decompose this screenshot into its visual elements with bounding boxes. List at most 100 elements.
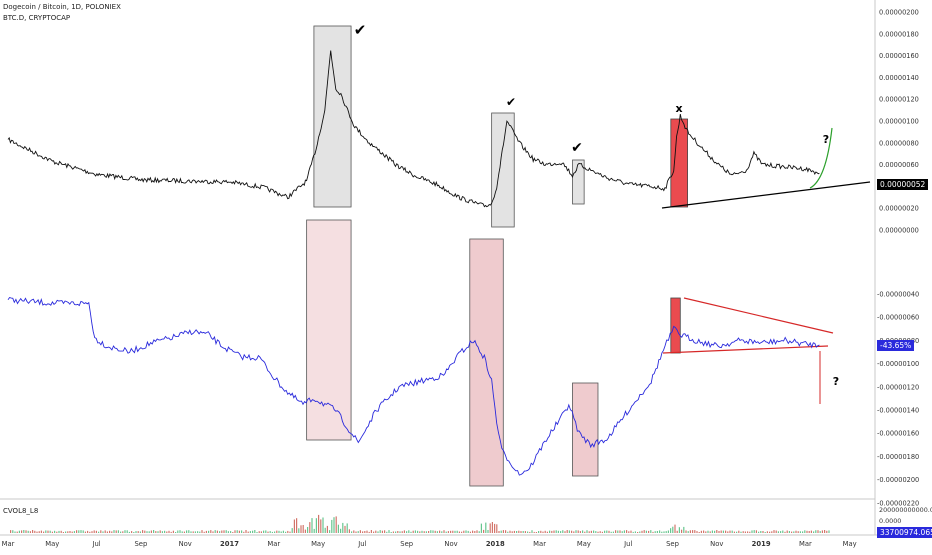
highlight-box-red — [670, 118, 688, 208]
volume-bar — [725, 530, 727, 533]
time-tick-label: May — [45, 540, 59, 548]
volume-bar — [817, 530, 819, 533]
volume-bar — [315, 518, 317, 533]
volume-bar — [502, 530, 504, 533]
volume-bar — [205, 530, 207, 533]
volume-bar — [593, 530, 595, 533]
volume-bar — [597, 531, 599, 533]
volume-bar — [436, 531, 438, 533]
volume-bar — [164, 530, 166, 533]
volume-bar — [311, 518, 313, 533]
volume-bar — [51, 531, 53, 533]
volume-bar — [764, 532, 766, 533]
volume-bar — [212, 531, 214, 533]
trend-lines — [661, 127, 871, 404]
volume-bar — [280, 531, 282, 533]
time-tick-label: Nov — [710, 540, 723, 548]
volume-bar — [588, 531, 590, 533]
volume-bar — [582, 530, 584, 533]
volume-bar — [637, 532, 639, 533]
volume-bar — [78, 530, 80, 533]
volume-bar — [76, 530, 78, 533]
volume-bar — [32, 530, 34, 533]
volume-indicator-label: CVOL8_L8 — [3, 507, 39, 515]
volume-bar — [421, 530, 423, 533]
volume-bar — [663, 531, 665, 533]
volume-bar — [538, 531, 540, 533]
volume-bar — [791, 531, 793, 533]
volume-bar — [802, 531, 804, 533]
volume-bar — [747, 531, 749, 533]
volume-bar — [131, 531, 133, 533]
volume-bar — [60, 530, 62, 533]
btcd-tick-label: -0.00000160 — [877, 430, 919, 438]
volume-bar — [166, 531, 168, 533]
volume-bar — [687, 531, 689, 533]
volume-bar — [698, 532, 700, 533]
time-tick-label: Sep — [400, 540, 413, 548]
volume-bar — [392, 531, 394, 533]
volume-bar — [551, 530, 553, 533]
highlight-box-red — [670, 297, 681, 354]
volume-bar — [428, 531, 430, 533]
highlight-box-pink — [572, 382, 599, 477]
doge-btc-price-line — [7, 50, 820, 208]
question-mark-annotation: ? — [833, 375, 839, 388]
volume-bar — [441, 531, 443, 533]
volume-bar — [511, 531, 513, 533]
volume-bar — [819, 531, 821, 533]
volume-bar — [461, 531, 463, 533]
check-mark-annotation: ✔ — [571, 140, 583, 156]
volume-bar — [346, 523, 348, 533]
volume-bar — [555, 530, 557, 533]
volume-bar — [412, 530, 414, 533]
volume-bar — [269, 531, 271, 533]
time-tick-label: 2018 — [486, 540, 505, 548]
volume-bar — [245, 530, 247, 533]
volume-bar — [309, 522, 311, 533]
volume-bar — [370, 530, 372, 533]
volume-bar — [813, 531, 815, 533]
volume-bar — [777, 531, 779, 533]
volume-bar — [276, 530, 278, 533]
time-tick-label: Mar — [533, 540, 546, 548]
volume-bar — [27, 530, 29, 533]
volume-bar — [782, 530, 784, 533]
volume-bar — [168, 530, 170, 533]
volume-bar — [71, 531, 73, 533]
volume-bar — [183, 531, 185, 533]
volume-bar — [210, 530, 212, 533]
volume-bar — [36, 531, 38, 533]
volume-bar — [221, 530, 223, 533]
volume-bar — [828, 530, 830, 533]
volume-bar — [23, 530, 25, 533]
volume-bar — [14, 531, 16, 533]
time-tick-label: Mar — [267, 540, 280, 548]
volume-bar — [542, 531, 544, 533]
volume-bar — [139, 531, 141, 533]
volume-bar — [632, 531, 634, 533]
volume-bar — [410, 531, 412, 533]
volume-bar — [337, 524, 339, 533]
volume-bar — [590, 530, 592, 533]
support-trendline — [661, 181, 871, 209]
volume-bar — [672, 526, 674, 533]
volume-bar — [388, 530, 390, 533]
highlight-box-grey — [572, 159, 585, 205]
volume-bar — [256, 532, 258, 533]
volume-bar — [106, 531, 108, 533]
volume-bar — [630, 530, 632, 533]
highlight-box-grey — [491, 112, 515, 228]
volume-bar — [326, 525, 328, 533]
volume-bar — [157, 531, 159, 533]
volume-bar — [150, 530, 152, 533]
time-tick-label: Nov — [444, 540, 457, 548]
volume-bar — [84, 531, 86, 533]
volume-bar — [285, 531, 287, 533]
volume-bar — [364, 531, 366, 533]
time-axis: Mar May Jul Sep Nov 2017 Mar May Jul Sep Nov 2018 Ma… — [2, 540, 857, 548]
volume-bar — [467, 530, 469, 533]
volume-bar — [10, 530, 12, 533]
